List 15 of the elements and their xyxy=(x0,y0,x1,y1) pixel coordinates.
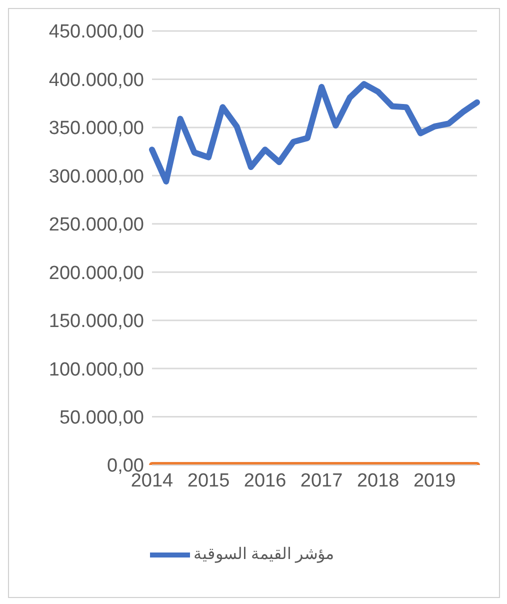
x-tick-label: 2018 xyxy=(356,470,400,492)
y-tick-label: 250.000,00 xyxy=(48,214,144,236)
legend-label: مؤشر القيمة السوقية xyxy=(194,546,334,564)
y-tick-label: 150.000,00 xyxy=(48,311,144,332)
x-tick-label: 2016 xyxy=(244,470,286,492)
y-tick-label: 50.000,00 xyxy=(59,408,144,429)
x-tick-label: 2017 xyxy=(300,470,343,492)
y-tick-label: 200.000,00 xyxy=(48,262,144,284)
y-tick-label: 300.000,00 xyxy=(48,166,144,188)
y-tick-label: 100.000,00 xyxy=(48,359,144,380)
y-tick-label: 400.000,00 xyxy=(48,70,144,91)
y-tick-label: 450.000,00 xyxy=(48,22,144,43)
y-tick-label: 350.000,00 xyxy=(48,118,144,140)
x-tick-label: 2019 xyxy=(413,470,456,492)
x-tick-label: 2015 xyxy=(187,470,230,492)
